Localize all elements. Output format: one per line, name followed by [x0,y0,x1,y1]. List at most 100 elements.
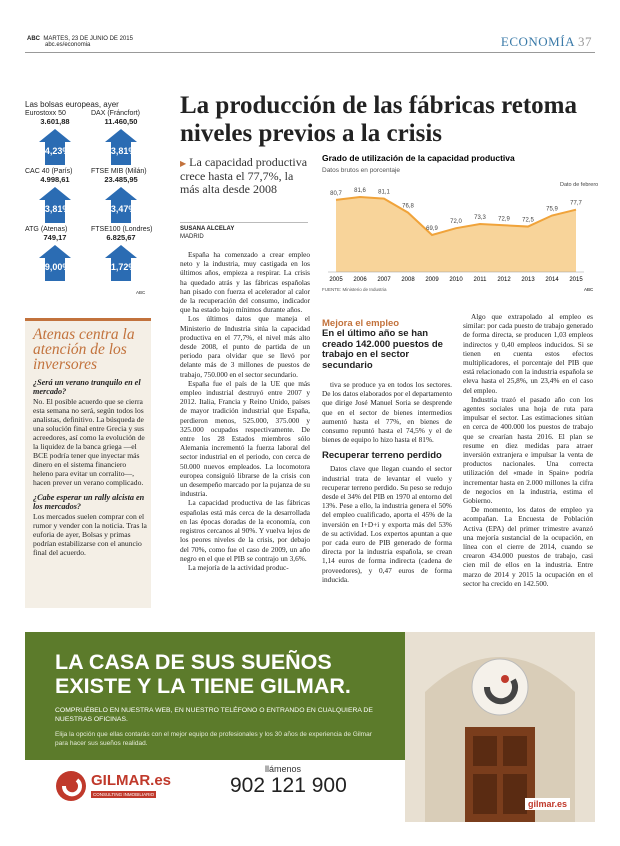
ad-call: llámenos [265,764,302,774]
question: ¿Será un verano tranquilo en el mercado? [33,378,141,396]
section: ECONOMÍA [500,34,575,49]
rule [25,52,595,53]
market-change: +3,81% [40,204,71,214]
headline: La producción de las fábricas retoma niv… [180,92,577,147]
arrow-shape [105,187,137,223]
column: España ha comenzado a crear empleo neto … [180,250,310,612]
value-label: 81,6 [354,188,366,194]
ad-headline-2: EXISTE Y LA TIENE GILMAR. [55,674,351,698]
value-label: 72,5 [522,218,534,224]
market: ATG (Atenas) 749,17 +9,00% [25,226,85,282]
arrow-shape [39,129,71,165]
market: FTSE MIB (Milán) 23.485,95 +3,47% [91,168,151,224]
chart-credit: ABC [584,287,594,292]
sidebar-title: Atenas centra la atención de los inverso… [33,326,135,373]
market-name: ATG (Atenas) [25,226,68,233]
x-tick-label: 2011 [474,277,488,283]
ad-headline: LA CASA DE SUS SUEÑOS EXISTE Y LA TIENE … [55,650,351,698]
area [336,197,576,272]
markets: Eurostoxx 50 3.601,88 +4,23% DAX (Fráncfort… [25,110,155,305]
paragraph: España fue el país de la UE que más empl… [180,378,310,499]
paragraph: La mejoría de la actividad produc- [188,562,289,572]
value-label: 75,9 [546,207,558,213]
market-value: 4.998,61 [40,175,70,184]
market-value: 6.825,67 [106,233,136,242]
market: DAX (Fráncfort) 11.460,50 +3,81% [91,110,151,166]
x-tick-label: 2012 [497,277,511,283]
arrow: +3,81% [39,187,71,223]
answer: No. El posible acuerdo que se cierra est… [33,397,145,487]
logo-icon [56,771,86,801]
paragraph: Algo que extrapolado al empleo es simila… [463,312,593,395]
place: MADRID [180,233,204,240]
markets-title: Las bolsas europeas, ayer [25,100,119,109]
chart-subtitle: Datos brutos en porcentaje [322,167,400,174]
chart-title: Grado de utilización de la capacidad pro… [322,153,515,163]
x-tick-label: 2009 [425,277,439,283]
x-tick-label: 2014 [545,277,559,283]
value-label: 69,9 [426,226,438,232]
paragraph: Datos clave que llegan cuando el sector … [322,464,452,584]
arrow: +3,47% [105,187,137,223]
page-number: 37 [578,34,592,49]
value-label: 72,9 [498,216,510,222]
value-label: 72,0 [450,219,462,225]
url: abc.es/economia [45,42,91,48]
ad-line-1: COMPRUÉBELO EN NUESTRA WEB, EN NUESTRO T… [55,707,373,723]
x-tick-label: 2007 [377,277,391,283]
market: FTSE100 (Londres) 6.825,67 +1,72% [91,226,152,282]
bullet: ▶ [180,159,187,168]
arrow-shape [105,129,137,165]
column: Algo que extrapolado al empleo es simila… [463,312,593,612]
author: SUSANA ALCELAY [180,226,235,232]
chart-source: FUENTE: Ministerio de Industria [322,287,387,292]
advert: LA CASA DE SUS SUEÑOS EXISTE Y LA TIENE … [25,632,595,822]
arrow-shape [39,245,71,281]
callout: Mejora el empleo En el último año se han… [322,318,450,371]
paragraph: Los últimos datos que maneja el Minister… [180,314,310,379]
arrow: +4,23% [39,129,71,165]
byline: SUSANA ALCELAY MADRID [180,222,308,241]
value-label: 81,1 [378,190,390,196]
header-right: ECONOMÍA 37 [501,34,592,50]
arrow: +1,72% [105,245,137,281]
column: tiva se produce ya en todos los sectores… [322,380,452,615]
market-change: +3,81% [106,146,137,156]
x-tick-label: 2006 [353,277,367,283]
market-change: +4,23% [40,146,71,156]
market: Eurostoxx 50 3.601,88 +4,23% [25,110,85,166]
subhead: La capacidad productiva crece hasta el 7… [180,155,308,196]
x-tick-label: 2010 [449,277,463,283]
callout-text: En el último año se han creado 142.000 p… [322,328,443,371]
markets-credit: ABC [136,290,146,295]
header-left: ABC MARTES, 23 DE JUNIO DE 2015 abc.es/e… [27,36,133,48]
x-tick-label: 2013 [521,277,535,283]
ad-web: gilmar.es [525,798,571,810]
arrow: +3,81% [105,129,137,165]
brand: ABC [27,36,40,42]
ad-phone: 902 121 900 [230,774,347,797]
annotation: Dato de febrero [560,182,598,188]
logo-sub: CONSULTING INMOBILIARIO [91,791,157,798]
column-part: tiva se produce ya en todos los sectores… [322,380,452,444]
date: MARTES, 23 DE JUNIO DE 2015 [43,36,133,42]
chart: Grado de utilización de la capacidad pro… [322,153,598,292]
line [335,195,577,237]
house-photo [405,632,595,822]
arrow-shape [105,245,137,281]
market-change: +9,00% [40,262,71,272]
subheading: Recuperar terreno perdido [322,450,442,462]
value-label: 76,8 [402,204,414,210]
ad-headline-1: LA CASA DE SUS SUEÑOS [55,650,332,674]
market-value: 11.460,50 [104,117,138,126]
sidebar: Atenas centra la atención de los inverso… [25,318,151,608]
market-change: +3,47% [106,204,137,214]
qa-list: ¿Será un verano tranquilo en el mercado?… [33,378,147,557]
answer: Los mercados suelen comprar con el rumor… [33,512,147,557]
paragraph: España ha comenzado a crear empleo neto … [180,250,310,315]
arrow: +9,00% [39,245,71,281]
market-name: CAC 40 (París) [25,168,73,175]
ad-line-2: Elija la opción que ellas contarás con e… [55,731,372,747]
market-name: DAX (Fráncfort) [91,110,141,117]
